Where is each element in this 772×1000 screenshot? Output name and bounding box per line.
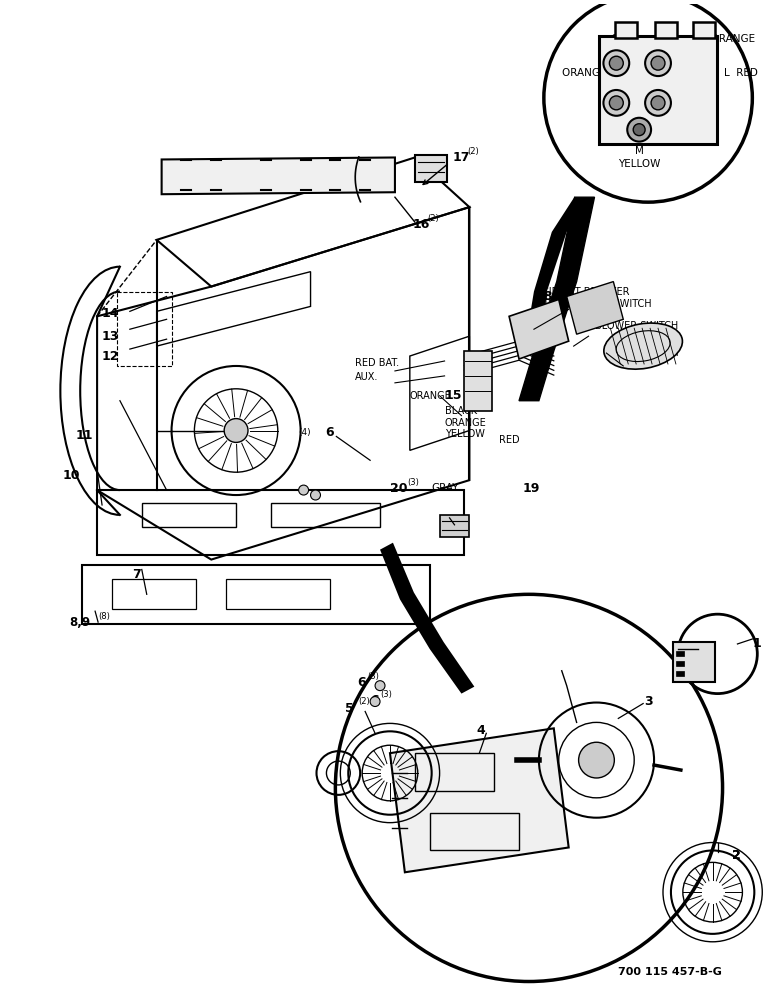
Bar bbox=[415, 753, 494, 791]
Circle shape bbox=[604, 50, 629, 76]
Text: GRAY: GRAY bbox=[432, 483, 459, 493]
Text: (3): (3) bbox=[380, 690, 392, 699]
Text: (3): (3) bbox=[407, 478, 418, 487]
Text: 6: 6 bbox=[357, 676, 366, 689]
Text: 15: 15 bbox=[445, 389, 462, 402]
Text: ORANGE: ORANGE bbox=[410, 391, 452, 401]
Text: 6: 6 bbox=[326, 426, 334, 439]
Text: AUX.: AUX. bbox=[355, 372, 378, 382]
Circle shape bbox=[609, 96, 623, 110]
Text: 18: 18 bbox=[536, 290, 554, 303]
Text: 3: 3 bbox=[644, 695, 653, 708]
Text: 6: 6 bbox=[370, 694, 379, 707]
Polygon shape bbox=[161, 157, 395, 194]
Text: 2: 2 bbox=[733, 849, 741, 862]
Circle shape bbox=[651, 96, 665, 110]
Bar bbox=[655, 22, 677, 38]
Text: YELLOW: YELLOW bbox=[445, 429, 485, 439]
Bar bbox=[430, 813, 519, 850]
Circle shape bbox=[645, 50, 671, 76]
Text: DOME LIGHT: DOME LIGHT bbox=[618, 348, 680, 358]
Text: 700 115 457-B-G: 700 115 457-B-G bbox=[618, 967, 722, 977]
Circle shape bbox=[370, 697, 380, 707]
Bar bbox=[415, 155, 446, 182]
Circle shape bbox=[375, 681, 385, 691]
Circle shape bbox=[224, 419, 248, 442]
Text: 19: 19 bbox=[523, 482, 540, 495]
Text: YELLOW: YELLOW bbox=[618, 159, 660, 169]
Text: C: C bbox=[611, 34, 618, 44]
Text: 5: 5 bbox=[345, 702, 354, 715]
Text: (2): (2) bbox=[467, 147, 479, 156]
Text: (4): (4) bbox=[299, 428, 311, 437]
Text: (3): (3) bbox=[367, 672, 379, 681]
Text: 1: 1 bbox=[753, 637, 761, 650]
Text: RED: RED bbox=[499, 435, 520, 445]
Circle shape bbox=[604, 90, 629, 116]
Text: 16: 16 bbox=[413, 218, 430, 231]
Bar bbox=[676, 651, 684, 656]
Circle shape bbox=[310, 490, 320, 500]
Text: M: M bbox=[635, 146, 644, 156]
Bar bbox=[676, 671, 684, 676]
Polygon shape bbox=[567, 282, 623, 334]
Bar bbox=[676, 661, 684, 666]
Text: ORANGE: ORANGE bbox=[445, 418, 486, 428]
Text: B  ORANGE: B ORANGE bbox=[697, 34, 755, 44]
Text: CIRCUIT BREAKER: CIRCUIT BREAKER bbox=[542, 287, 629, 297]
Circle shape bbox=[609, 56, 623, 70]
Text: BLACK: BLACK bbox=[445, 406, 476, 416]
Text: 10: 10 bbox=[63, 469, 80, 482]
Text: 14: 14 bbox=[102, 307, 120, 320]
Circle shape bbox=[651, 56, 665, 70]
Text: (2): (2) bbox=[428, 214, 439, 223]
Text: 20: 20 bbox=[390, 482, 408, 495]
Text: 7: 7 bbox=[132, 568, 141, 581]
Text: 2: 2 bbox=[733, 849, 741, 862]
Polygon shape bbox=[519, 197, 594, 401]
Text: (2): (2) bbox=[358, 697, 370, 706]
Text: THERMOSTAT  SWITCH: THERMOSTAT SWITCH bbox=[542, 299, 652, 309]
Polygon shape bbox=[524, 198, 588, 351]
Bar bbox=[599, 36, 716, 144]
Circle shape bbox=[578, 742, 615, 778]
Text: 13: 13 bbox=[102, 330, 120, 343]
Circle shape bbox=[645, 90, 671, 116]
Text: 12: 12 bbox=[102, 350, 120, 363]
Text: 11: 11 bbox=[75, 429, 93, 442]
Circle shape bbox=[633, 124, 645, 136]
Text: L  RED: L RED bbox=[723, 68, 757, 78]
Text: 8,9: 8,9 bbox=[69, 616, 90, 629]
Bar bbox=[692, 22, 715, 38]
Bar bbox=[117, 292, 171, 366]
Text: (8): (8) bbox=[98, 612, 110, 621]
Polygon shape bbox=[380, 543, 474, 694]
Bar bbox=[673, 642, 715, 682]
Text: ORANGE H: ORANGE H bbox=[562, 68, 618, 78]
Bar bbox=[615, 22, 637, 38]
Text: 17: 17 bbox=[452, 151, 470, 164]
Polygon shape bbox=[509, 299, 569, 359]
Bar bbox=[465, 351, 493, 411]
Text: 4: 4 bbox=[476, 724, 485, 737]
Circle shape bbox=[299, 485, 309, 495]
Bar bbox=[439, 515, 469, 537]
Polygon shape bbox=[390, 728, 569, 872]
Text: BLOWER SWITCH: BLOWER SWITCH bbox=[595, 321, 679, 331]
Ellipse shape bbox=[604, 323, 682, 369]
Text: RED BAT.: RED BAT. bbox=[355, 358, 399, 368]
Circle shape bbox=[628, 118, 651, 142]
